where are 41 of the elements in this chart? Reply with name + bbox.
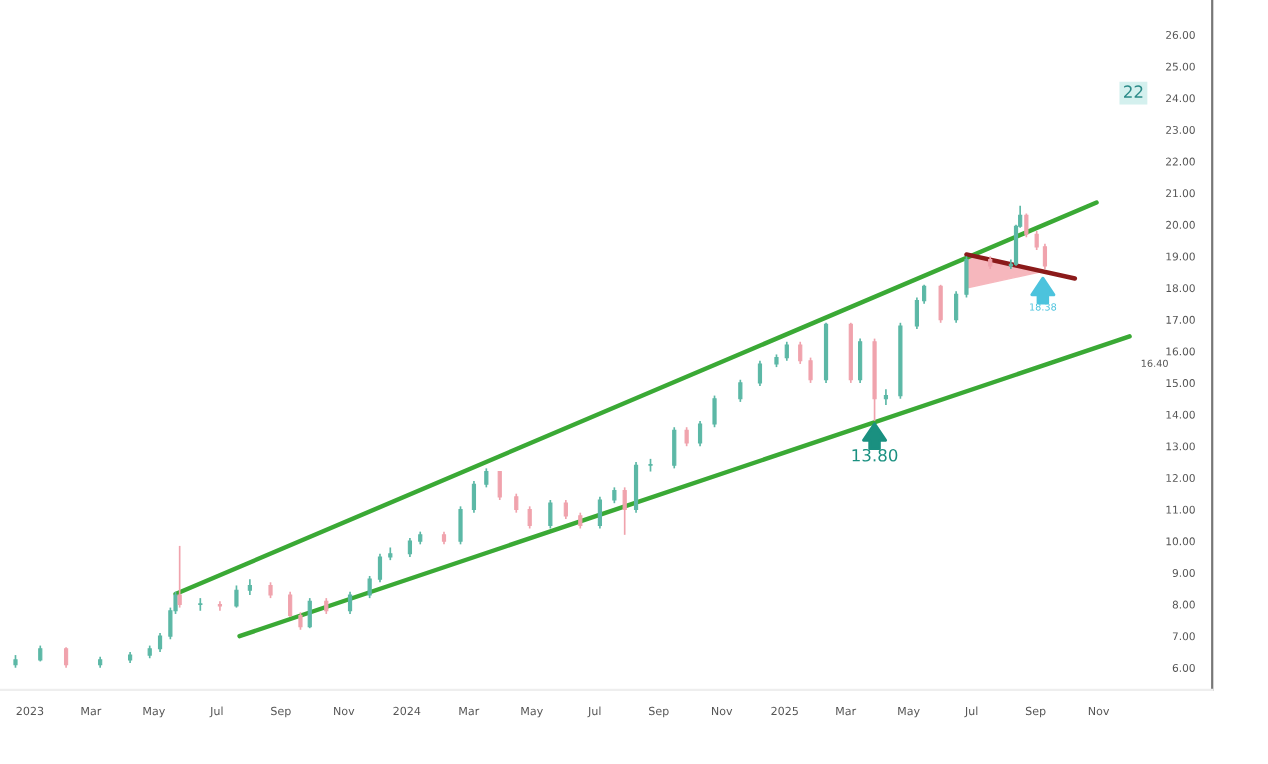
candlestick — [808, 356, 813, 384]
candlestick — [347, 590, 353, 615]
candlestick — [458, 505, 463, 546]
candlestick — [883, 388, 889, 406]
candlestick — [738, 378, 743, 403]
candlestick — [471, 480, 477, 514]
candlestick — [367, 575, 372, 599]
candlestick — [157, 632, 163, 653]
candlestick — [527, 505, 532, 530]
candlestick — [712, 394, 717, 429]
candlestick — [497, 470, 502, 501]
candlestick — [514, 492, 519, 514]
candlestick — [784, 340, 789, 362]
candlestick — [377, 552, 383, 584]
candlestick — [798, 340, 803, 365]
candlestick — [633, 461, 639, 514]
candlestick — [858, 337, 863, 384]
candlestick — [622, 486, 627, 536]
candlestick — [563, 499, 568, 520]
candlestick — [757, 359, 763, 387]
candlestick — [198, 597, 203, 612]
candlestick — [407, 537, 413, 558]
annotation: 13.80 — [852, 448, 898, 462]
candlestick — [548, 499, 553, 530]
candlestick — [697, 420, 703, 448]
candlestick — [597, 496, 603, 530]
candlestick — [307, 597, 312, 630]
candlestick — [672, 426, 677, 470]
candlestick — [1024, 212, 1029, 239]
candlestick — [177, 545, 182, 609]
candlestick — [938, 283, 943, 324]
candlestick — [288, 590, 293, 618]
candlestick — [484, 467, 489, 489]
candlestick — [954, 290, 959, 324]
candlestick — [964, 255, 969, 299]
candlestick — [63, 646, 69, 669]
candlestick — [1034, 230, 1039, 251]
annotation: 22 — [1124, 85, 1143, 98]
candlestick — [684, 426, 689, 448]
candlestick — [234, 584, 239, 609]
candlestick — [1042, 242, 1048, 270]
